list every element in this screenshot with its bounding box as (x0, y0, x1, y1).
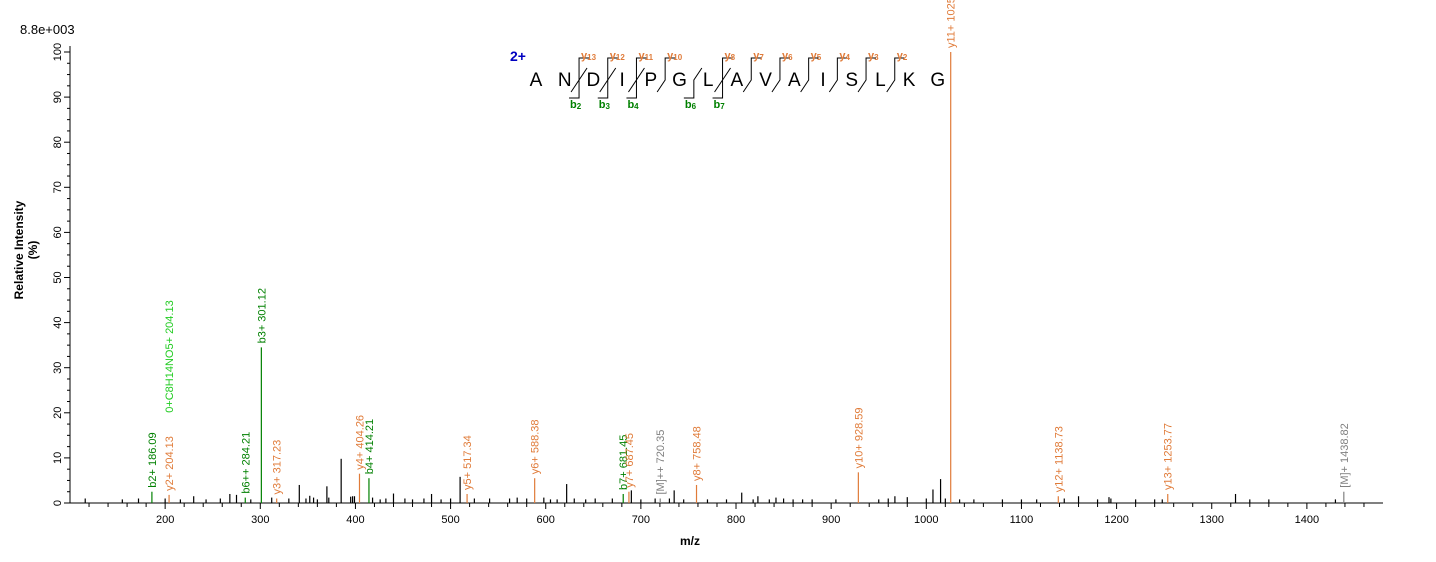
peak-label: y4+ 404.26 (354, 415, 366, 470)
peaks-layer (84, 52, 1345, 503)
y-tick-label: 0 (52, 500, 64, 506)
y-ion-label: y12 (610, 50, 626, 62)
x-tick-label: 400 (346, 514, 364, 526)
y-tick-label: 80 (52, 136, 64, 148)
x-tick-label: 300 (251, 514, 269, 526)
residue: A (530, 70, 543, 91)
peak-label: [M]+ 1438.82 (1339, 423, 1351, 488)
peak-label: y5+ 517.34 (462, 435, 474, 490)
y-ion-bracket (599, 57, 618, 93)
b-ion-label: b7 (714, 99, 726, 111)
axes: 0 10 20 30 40 50 60 70 80 90 100 200 300 400 500 600 700… (52, 43, 1383, 526)
y-tick-label: 20 (52, 407, 64, 419)
residue: I (820, 70, 825, 91)
x-tick-label: 1000 (914, 514, 938, 526)
y-tick-label: 100 (52, 43, 64, 61)
y-ion-label: y6 (782, 50, 793, 62)
peak-label: b6++ 284.21 (240, 432, 252, 494)
y-tick-label: 60 (52, 226, 64, 238)
intensity-scale-label: 8.8e+003 (20, 22, 75, 37)
peak-label: y13+ 1253.77 (1163, 423, 1175, 490)
y-tick-label: 90 (52, 91, 64, 103)
y-ion-bracket (570, 57, 590, 93)
peak-label: y8+ 758.48 (692, 426, 704, 481)
residue: D (587, 70, 601, 91)
y-ion-bracket (742, 57, 762, 93)
y-ion-bracket (771, 57, 790, 93)
residue: A (788, 70, 801, 91)
y-tick-label: 10 (52, 452, 64, 464)
peak-label: [M]++ 720.35 (655, 430, 667, 495)
y-tick-label: 50 (52, 271, 64, 283)
residue: L (703, 70, 714, 91)
peak-label: y3+ 317.23 (272, 440, 284, 495)
residue: A (731, 70, 744, 91)
y-ion-bracket (828, 57, 848, 93)
y-ion-label: y4 (839, 50, 850, 62)
y-ion-bracket (656, 57, 676, 93)
y-tick-label: 30 (52, 362, 64, 374)
y-ion-bracket (800, 57, 819, 93)
peak-labels-layer: b2+ 186.09 y2+ 204.13 0+C8H14NO5+ 204.13 b6… (147, 0, 1351, 494)
peak-label: y2+ 204.13 (164, 436, 176, 491)
peak-label: y10+ 928.59 (853, 407, 865, 468)
y-ion-bracket (886, 57, 905, 93)
b-ion-label: b2 (570, 99, 582, 111)
y-ion-label: y5 (811, 50, 822, 62)
b-ion-bracket (712, 67, 731, 99)
peak-label: 0+C8H14NO5+ 204.13 (164, 300, 176, 413)
residue: P (644, 70, 657, 91)
peak-label: y7+ 687.45 (624, 433, 636, 488)
residue: S (845, 70, 858, 91)
peak-label: y12+ 1138.73 (1053, 426, 1065, 492)
b-ion-label: b3 (599, 99, 611, 111)
y-ion-label: y10 (667, 50, 683, 62)
residue: I (619, 70, 624, 91)
y-ion-label: y11 (638, 50, 653, 62)
residue: G (672, 70, 687, 91)
y-tick-label: 40 (52, 316, 64, 328)
y-ion-bracket (628, 57, 647, 93)
x-tick-label: 1100 (1010, 514, 1034, 526)
y-ion-bracket (857, 57, 877, 93)
b-ion-bracket (626, 67, 645, 99)
x-tick-label: 700 (632, 514, 650, 526)
peak-label: y6+ 588.38 (530, 419, 542, 474)
charge-state: 2+ (510, 48, 526, 64)
b-ion-bracket (683, 67, 703, 99)
residue: K (903, 70, 916, 91)
y-ion-label: y8 (725, 50, 736, 62)
residue: N (558, 70, 572, 91)
x-tick-label: 1200 (1104, 514, 1128, 526)
y-tick-label: 70 (52, 181, 64, 193)
y-ion-bracket (714, 57, 733, 93)
peak-label: b7+ 681.45 (618, 435, 630, 490)
residue: G (930, 70, 945, 91)
b-ion-bracket (569, 67, 588, 99)
y-ion-label: y7 (753, 50, 764, 62)
b-ion-label: b6 (685, 99, 697, 111)
x-tick-label: 900 (822, 514, 840, 526)
peak-label: y11+ 1025.65 (946, 0, 958, 48)
residue: V (759, 70, 772, 91)
x-tick-label: 600 (537, 514, 555, 526)
x-axis-title: m/z (679, 534, 700, 548)
x-tick-label: 1300 (1199, 514, 1223, 526)
peak-label: b3+ 301.12 (256, 288, 268, 343)
residue: L (875, 70, 886, 91)
x-tick-label: 1400 (1295, 514, 1319, 526)
x-tick-label: 500 (441, 514, 459, 526)
x-tick-label: 800 (727, 514, 745, 526)
y-ion-label: y13 (581, 50, 597, 62)
x-tick-label: 200 (156, 514, 174, 526)
b-ion-label: b4 (627, 99, 639, 111)
y-ion-label: y2 (897, 50, 908, 62)
peak-label: b2+ 186.09 (147, 432, 159, 487)
peak-label: b4+ 414.21 (364, 419, 376, 474)
y-axis-title: Relative Intensity (%) (12, 200, 40, 300)
b-ion-bracket (597, 67, 617, 99)
y-ion-label: y3 (868, 50, 879, 62)
